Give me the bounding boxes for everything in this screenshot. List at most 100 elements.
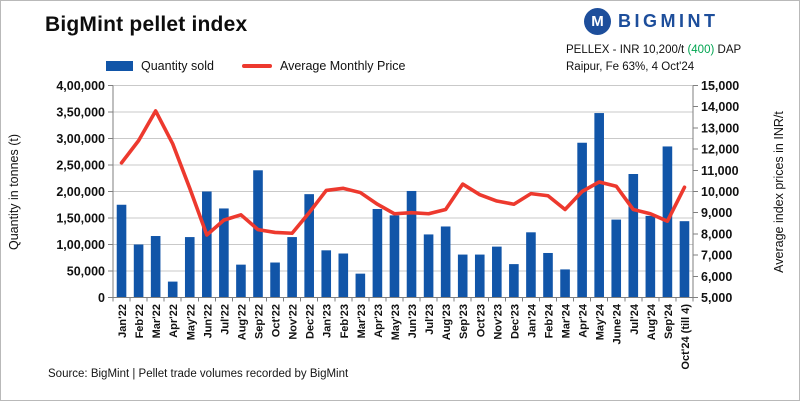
x-axis-label: Jun'22 <box>202 304 214 338</box>
right-axis-tick-label: 14,000 <box>701 100 739 114</box>
bar <box>440 226 451 298</box>
x-axis-label: Jan'23 <box>322 304 334 338</box>
x-axis-label: Jun'23 <box>407 304 419 338</box>
right-axis-tick-label: 15,000 <box>701 79 739 93</box>
x-axis-label: Dec'22 <box>305 304 317 339</box>
bigmint-logo-text: BIGMINT <box>618 11 719 31</box>
pellex-price-line: PELLEX - INR 10,200/t (400) DAP <box>566 42 741 59</box>
bar <box>543 252 553 298</box>
x-axis-label: Aug'22 <box>236 304 248 340</box>
bar-swatch-icon <box>106 61 133 71</box>
bar <box>321 250 332 298</box>
x-axis-label: May'23 <box>390 304 402 340</box>
x-axis-label: Feb'23 <box>339 304 351 338</box>
left-axis-tick-label: 2,50,000 <box>56 159 105 173</box>
left-axis-tick-label: 1,50,000 <box>56 212 105 226</box>
x-axis-label: Mar'22 <box>151 304 163 338</box>
bar <box>372 208 383 298</box>
bar <box>457 254 468 298</box>
left-axis-title: Quantity in tonnes (t) <box>7 134 21 250</box>
pellex-price-suffix: DAP <box>714 44 742 56</box>
bigmint-logo: M BIGMINT <box>584 8 719 35</box>
x-axis-label: Dec'23 <box>509 304 521 339</box>
legend-label-quantity: Quantity sold <box>141 59 214 73</box>
chart-legend: Quantity sold Average Monthly Price <box>106 59 406 73</box>
price-line <box>119 109 687 237</box>
bar <box>474 254 485 298</box>
pellex-location-line: Raipur, Fe 63%, 4 Oct'24 <box>566 61 695 73</box>
left-axis-tick-label: 1,00,000 <box>56 238 105 252</box>
x-axis-label: May'24 <box>595 303 607 340</box>
right-axis-tick-label: 7,000 <box>701 249 732 263</box>
bar <box>236 264 246 298</box>
bar <box>560 269 570 298</box>
left-axis-tick-label: 4,00,000 <box>56 79 105 93</box>
x-axis-label: Aug'23 <box>441 304 453 340</box>
left-axis-tick-label: 3,50,000 <box>56 106 105 120</box>
bar <box>526 232 536 298</box>
right-axis-tick-label: 13,000 <box>701 121 739 135</box>
right-axis-tick-label: 9,000 <box>701 206 732 220</box>
left-axis-tick-label: 2,00,000 <box>56 185 105 199</box>
x-axis-label: Sep'23 <box>458 304 470 339</box>
page-title: BigMint pellet index <box>45 13 248 36</box>
x-axis-label: May'22 <box>185 304 197 340</box>
x-axis-label: Aug'24 <box>646 303 658 340</box>
right-axis-title: Average index prices in INR/t <box>772 111 786 273</box>
legend-label-price: Average Monthly Price <box>279 59 406 73</box>
x-axis-label: Apr'24 <box>578 303 590 338</box>
source-note: Source: BigMint | Pellet trade volumes r… <box>48 368 349 380</box>
x-axis-label: Oct'23 <box>475 304 487 337</box>
bar <box>509 264 519 298</box>
x-axis-label: Jan'24 <box>526 303 538 338</box>
bar <box>492 246 502 298</box>
right-axis-tick-label: 10,000 <box>701 185 739 199</box>
x-axis-label: June'24 <box>612 303 624 344</box>
x-axis-label: Feb'22 <box>134 304 146 338</box>
bar <box>338 253 349 298</box>
bar <box>679 221 690 298</box>
x-axis-label: Sep'22 <box>254 304 266 339</box>
bar <box>406 190 417 298</box>
bar <box>304 194 314 298</box>
x-axis-label: Oct'22 <box>271 304 283 337</box>
left-axis-tick-label: 3,00,000 <box>56 132 105 146</box>
bar <box>594 113 604 298</box>
bar <box>219 208 229 298</box>
bar <box>184 237 195 298</box>
x-axis-label: Apr'22 <box>168 304 180 338</box>
bar <box>270 262 280 298</box>
bar <box>150 236 161 298</box>
bar <box>287 237 297 298</box>
right-axis-tick-label: 11,000 <box>701 164 739 178</box>
bar <box>645 215 656 298</box>
bar <box>355 273 366 298</box>
x-axis-label: Nov'23 <box>492 304 504 340</box>
bar <box>577 142 587 298</box>
bar <box>611 219 622 298</box>
x-axis-label: Sep'24 <box>663 303 675 339</box>
bar <box>423 234 434 298</box>
x-axis-label: Oct'24 (till 4) <box>680 304 692 370</box>
x-axis-label: Jul'22 <box>219 304 231 335</box>
bar <box>389 215 400 298</box>
x-axis-label: Jul'23 <box>424 304 436 335</box>
left-axis-tick-label: 0 <box>98 291 105 305</box>
x-axis-label: Jan'22 <box>117 304 129 338</box>
bar <box>133 244 144 298</box>
bar <box>628 174 639 298</box>
pellex-price-change: (400) <box>687 44 715 56</box>
bar <box>167 281 178 298</box>
line-swatch-icon <box>241 64 272 68</box>
pellex-price-prefix: PELLEX - INR 10,200/t <box>566 44 688 56</box>
legend-item-price: Average Monthly Price <box>241 59 406 73</box>
bar <box>116 204 127 298</box>
right-axis-tick-label: 12,000 <box>701 143 739 157</box>
x-axis-label: Jul'24 <box>629 303 641 335</box>
bigmint-logo-icon: M <box>584 8 611 35</box>
right-axis-tick-label: 6,000 <box>701 270 732 284</box>
x-axis-label: Feb'24 <box>544 303 556 338</box>
legend-item-quantity: Quantity sold <box>106 59 214 73</box>
